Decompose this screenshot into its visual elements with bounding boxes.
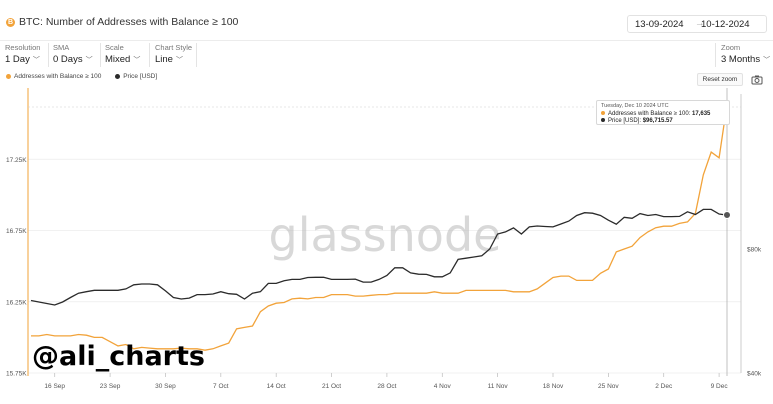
chevron-down-icon: ﹀ xyxy=(32,57,40,64)
scale-dropdown[interactable]: Scale Mixed ﹀ xyxy=(105,43,140,65)
chevron-down-icon: ﹀ xyxy=(175,57,183,64)
tooltip-value-addresses: 17,635 xyxy=(692,110,711,117)
y-tick-label-left: 16.75K xyxy=(6,228,27,235)
chart-style-dropdown[interactable]: Chart Style Line ﹀ xyxy=(155,43,192,65)
watermark: glassnode xyxy=(269,208,502,262)
toolbar-divider xyxy=(149,43,150,67)
x-axis: 16 Sep 23 Sep 30 Sep 7 Oct 14 Oct 21 Oct 28 Oc… xyxy=(44,373,728,390)
tooltip-row-addresses: Addresses with Balance ≥ 100: 17,635 xyxy=(601,111,725,119)
y-tick-label-right: $40k xyxy=(747,371,762,378)
chart-title: BTC: Number of Addresses with Balance ≥ … xyxy=(19,16,239,28)
toolbar-divider xyxy=(100,43,101,67)
x-tick-label: 23 Sep xyxy=(100,383,121,390)
tooltip-dot xyxy=(601,118,605,123)
legend-label-addresses: Addresses with Balance ≥ 100 xyxy=(14,73,102,80)
bitcoin-icon: B xyxy=(6,18,15,27)
hover-point-price xyxy=(723,211,731,220)
legend-item-price[interactable]: Price [USD] xyxy=(115,73,157,80)
x-tick-label: 11 Nov xyxy=(488,383,509,390)
x-tick-label: 14 Oct xyxy=(267,383,286,390)
tooltip-row-price: Price [USD]: $96,715.57 xyxy=(601,118,725,126)
toolbar-divider xyxy=(48,43,49,67)
chart-style-label: Chart Style xyxy=(155,43,193,52)
x-tick-label: 30 Sep xyxy=(155,383,176,390)
x-tick-label: 21 Oct xyxy=(322,383,341,390)
reset-zoom-button[interactable]: Reset zoom xyxy=(697,73,743,86)
date-range-picker[interactable]: 13-09-2024 → 10-12-2024 xyxy=(627,15,767,33)
chart-header: B BTC: Number of Addresses with Balance … xyxy=(0,0,773,40)
chevron-down-icon: ﹀ xyxy=(763,57,771,64)
author-handle: @ali_charts xyxy=(32,341,205,372)
chart-tooltip: Tuesday, Dec 10 2024 UTC Addresses with … xyxy=(596,100,730,125)
tooltip-date: Tuesday, Dec 10 2024 UTC xyxy=(601,103,669,109)
y-axis-left: 15.75K 16.25K 16.75K 17.25K xyxy=(6,157,27,378)
chart-toolbar: Resolution 1 Day ﹀ SMA 0 Days ﹀ Scale Mixe… xyxy=(0,40,773,68)
y-axis-right: $40k $80k xyxy=(747,247,762,378)
chevron-down-icon: ﹀ xyxy=(85,57,93,64)
resolution-dropdown[interactable]: Resolution 1 Day ﹀ xyxy=(5,43,40,65)
legend-dot xyxy=(115,73,121,79)
series-line-addresses xyxy=(31,104,728,351)
y-tick-label-right: $80k xyxy=(747,247,762,254)
y-tick-label-left: 15.75K xyxy=(6,371,27,378)
legend-dot xyxy=(6,73,11,79)
x-tick-label: 2 Dec xyxy=(655,383,673,390)
sma-value: 0 Days xyxy=(53,54,83,65)
camera-icon[interactable] xyxy=(751,74,763,85)
x-tick-label: 16 Sep xyxy=(44,383,65,390)
chart-legend: Addresses with Balance ≥ 100 Price [USD] xyxy=(6,73,169,80)
toolbar-divider xyxy=(196,43,197,67)
x-tick-label: 7 Oct xyxy=(213,383,229,390)
x-tick-label: 9 Dec xyxy=(711,383,729,390)
scale-value: Mixed xyxy=(105,54,131,65)
legend-item-addresses[interactable]: Addresses with Balance ≥ 100 xyxy=(6,73,101,80)
scale-label: Scale xyxy=(105,43,124,52)
sma-dropdown[interactable]: SMA 0 Days ﹀ xyxy=(53,43,93,65)
sma-label: SMA xyxy=(53,43,70,52)
zoom-label: Zoom xyxy=(721,43,741,52)
tooltip-label-price: Price [USD]: xyxy=(608,118,642,124)
tooltip-label-addresses: Addresses with Balance ≥ 100: xyxy=(608,110,691,117)
y-tick-label-left: 17.25K xyxy=(6,157,27,164)
y-tick-label-left: 16.25K xyxy=(6,299,27,306)
date-end-input[interactable]: 10-12-2024 xyxy=(701,19,750,30)
x-tick-label: 28 Oct xyxy=(377,383,396,390)
x-tick-label: 25 Nov xyxy=(598,383,619,390)
legend-label-price: Price [USD] xyxy=(123,73,158,80)
chevron-down-icon: ﹀ xyxy=(133,57,141,64)
date-start-input[interactable]: 13-09-2024 xyxy=(635,19,684,30)
grid-lines xyxy=(28,158,741,374)
chart-style-value: Line xyxy=(155,54,173,65)
x-tick-label: 18 Nov xyxy=(543,383,564,390)
arrow-right-icon: → xyxy=(695,18,705,29)
tooltip-dot xyxy=(601,110,605,115)
resolution-value: 1 Day xyxy=(5,54,30,65)
zoom-dropdown[interactable]: Zoom 3 Months ﹀ xyxy=(721,43,770,65)
toolbar-divider xyxy=(715,43,716,67)
series-line-price xyxy=(30,208,728,306)
tooltip-value-price: $96,715.57 xyxy=(642,118,673,124)
zoom-value: 3 Months xyxy=(721,54,761,65)
x-tick-label: 4 Nov xyxy=(434,383,452,390)
resolution-label: Resolution xyxy=(5,43,41,52)
